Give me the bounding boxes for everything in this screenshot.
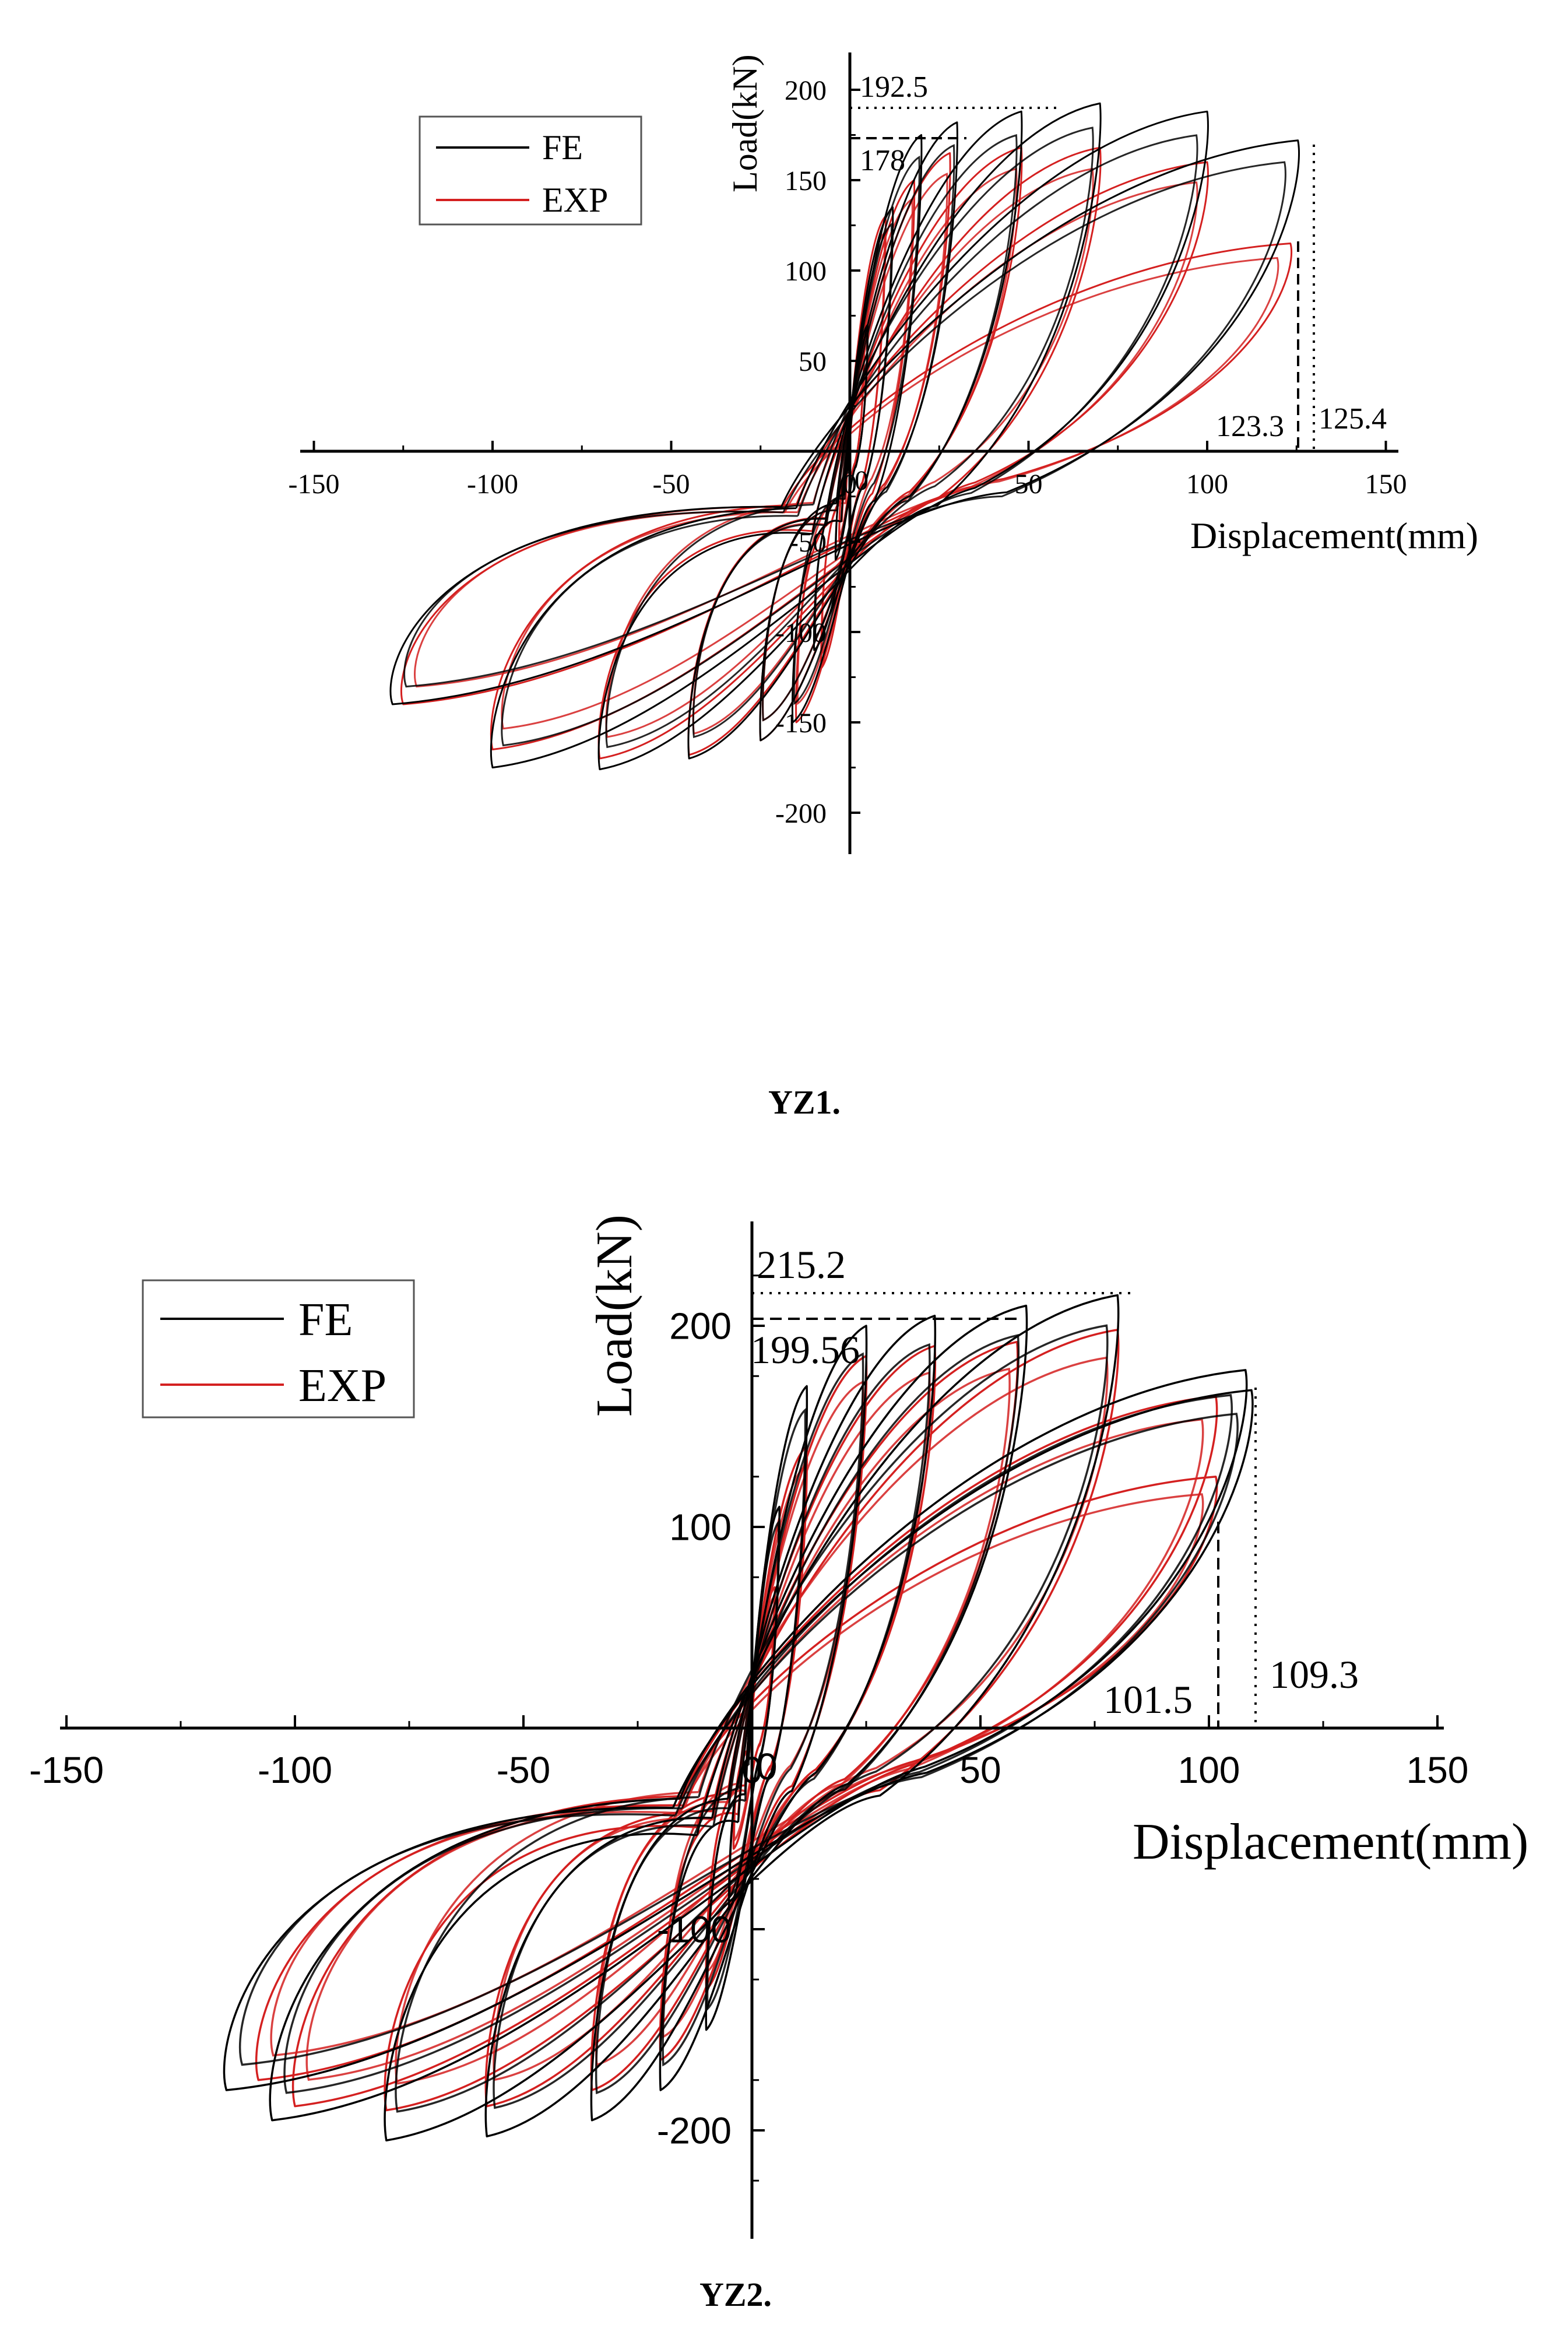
yz2-x-tick-label: 0 <box>741 1749 762 1791</box>
yz1-fe-loop <box>490 110 1209 768</box>
yz2-fe-loop <box>269 1369 1248 2122</box>
yz2-x-axis-title: Displacement(mm) <box>1133 1814 1528 1870</box>
yz2-origin-label: 0 <box>757 1746 778 1788</box>
yz1-fe-loop <box>605 127 1094 749</box>
yz1-annotation-125-4: 125.4 <box>1319 402 1387 436</box>
yz2-fe-loop <box>590 1315 937 2122</box>
yz1-fe-loop <box>501 134 1198 747</box>
yz1-curves <box>389 102 1300 771</box>
yz1-x-tick-label: 0 <box>843 469 857 500</box>
yz2-legend-exp-label: EXP <box>298 1360 386 1411</box>
yz2-annotation-101-5: 101.5 <box>1103 1677 1193 1722</box>
yz1-x-tick-label: -100 <box>467 469 518 500</box>
chart-yz1: -150 -100 -50 0 50 100 150 0 -200 -150 -100 -50 50 1… <box>289 52 1478 1121</box>
yz2-curves <box>223 1294 1254 2141</box>
yz1-legend-box <box>419 115 642 226</box>
yz1-x-tick-label: -50 <box>653 469 690 500</box>
yz2-fe-loop <box>384 1294 1120 2141</box>
yz2-fe-loop <box>706 1407 807 2011</box>
yz2-x-tick-label: 100 <box>1178 1749 1240 1791</box>
yz1-y-tick-label: -100 <box>775 617 827 648</box>
yz1-legend-fe-label: FE <box>542 128 583 167</box>
yz1-x-tick-label: 50 <box>1015 469 1043 500</box>
yz2-x-tick-label: 50 <box>959 1749 1001 1791</box>
yz2-exp-loop <box>291 1395 1218 2108</box>
yz2-fe-loop <box>659 1325 868 2091</box>
yz2-x-tick-label: 150 <box>1407 1749 1469 1791</box>
yz1-y-tick-label: -200 <box>775 798 827 829</box>
yz2-exp-loop <box>305 1418 1204 2081</box>
yz1-annotation-178: 178 <box>860 144 905 177</box>
yz1-y-tick-label: 200 <box>785 75 827 106</box>
yz2-exp-loop <box>590 1344 937 2091</box>
yz2-y-tick-label: 200 <box>669 1305 732 1347</box>
yz1-annotation-192-5: 192.5 <box>860 71 928 104</box>
yz2-y-tick-label: 100 <box>669 1506 732 1548</box>
yz1-fe-loop <box>762 144 955 722</box>
yz1-y-tick-label: -150 <box>775 708 827 739</box>
yz2-legend-box <box>142 1279 415 1418</box>
yz2-exp-loop <box>270 1493 1204 2057</box>
chart-yz2: -150 -100 -50 0 50 100 150 0 -200 -100 100 200 Dis… <box>29 1214 1528 2313</box>
yz1-exp-loop <box>414 257 1279 688</box>
yz1-exp-loop <box>490 161 1209 750</box>
yz2-y-tick-label: -200 <box>657 2109 732 2151</box>
yz2-x-tick-label: -100 <box>258 1749 332 1791</box>
yz1-annotation-123-3: 123.3 <box>1216 410 1284 443</box>
yz2-fe-loop <box>484 1304 1028 2138</box>
yz1-y-tick-label: 150 <box>785 166 827 196</box>
yz2-y-axis-title: Load(kN) <box>586 1214 643 1417</box>
yz2-annotation-215-2: 215.2 <box>757 1242 846 1287</box>
yz1-y-axis-title: Load(kN) <box>726 54 764 192</box>
yz1-origin-label: 0 <box>855 465 869 496</box>
yz1-legend: FE EXP <box>419 115 642 226</box>
yz1-y-tick-label: 50 <box>799 346 827 377</box>
yz2-legend-fe-label: FE <box>298 1294 353 1346</box>
yz2-x-ticks: -150 -100 -50 0 50 100 150 0 <box>29 1715 1468 1791</box>
yz2-exp-loop <box>484 1340 1019 2108</box>
yz2-annotation-109-3: 109.3 <box>1270 1652 1359 1697</box>
yz2-x-tick-label: -50 <box>497 1749 551 1791</box>
yz1-fe-loop <box>403 161 1286 688</box>
yz2-exp-loop <box>255 1476 1218 2081</box>
yz1-x-ticks: -150 -100 -50 0 50 100 150 0 <box>289 441 1407 500</box>
yz1-x-axis-title: Displacement(mm) <box>1190 515 1478 556</box>
yz2-fe-loop <box>493 1334 1020 2109</box>
yz2-fe-series <box>223 1294 1254 2141</box>
yz2-y-ticks: -200 -100 100 200 <box>657 1274 765 2182</box>
yz2-fe-loop <box>395 1324 1109 2113</box>
yz1-exp-loop <box>759 152 951 742</box>
yz2-fe-loop <box>662 1352 864 2067</box>
yz1-y-tick-label: 100 <box>785 256 827 287</box>
yz2-exp-loop <box>395 1356 1109 2085</box>
yz2-fe-loop <box>238 1413 1239 2066</box>
yz2-legend: FE EXP <box>142 1279 415 1418</box>
yz2-fe-loop <box>283 1393 1233 2094</box>
yz1-fe-loop <box>389 139 1300 705</box>
yz1-fe-loop <box>687 110 1023 760</box>
yz1-legend-exp-label: EXP <box>542 181 608 219</box>
yz2-caption: YZ2. <box>699 2276 772 2313</box>
yz1-fe-loop <box>692 134 1018 739</box>
yz2-exp-loop <box>595 1371 931 2066</box>
yz1-x-tick-label: 100 <box>1186 469 1228 500</box>
yz2-fe-loop <box>595 1343 931 2095</box>
yz1-y-ticks: -200 -150 -100 -50 50 100 150 200 <box>775 75 860 829</box>
yz2-annotation-199-56: 199.56 <box>751 1328 860 1372</box>
yz2-fe-loop <box>223 1389 1254 2091</box>
yz1-y-tick-label: -50 <box>789 527 827 558</box>
yz2-exp-loop <box>659 1355 868 2061</box>
yz1-caption: YZ1. <box>768 1083 841 1121</box>
yz1-x-tick-label: -150 <box>289 469 340 500</box>
yz2-exp-loop <box>384 1329 1120 2112</box>
yz2-x-tick-label: -150 <box>29 1749 104 1791</box>
yz1-x-tick-label: 150 <box>1365 469 1407 500</box>
yz2-y-tick-label: -100 <box>657 1908 732 1950</box>
yz1-fe-loop <box>597 102 1102 771</box>
